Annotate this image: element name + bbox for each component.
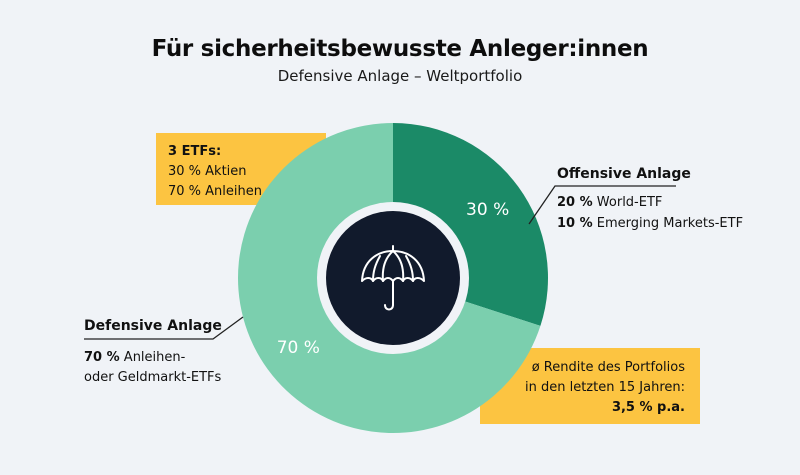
return-callout-text: ø Rendite des Portfolios in den letzten … bbox=[480, 358, 685, 418]
offensive-item-pct: 10 % bbox=[557, 216, 593, 231]
defensive-items: 70 % Anleihen- oder Geldmarkt-ETFs bbox=[84, 348, 221, 388]
defensive-item-pct: 70 % bbox=[84, 350, 120, 365]
offensive-leader-line bbox=[528, 185, 676, 225]
return-line-1: ø Rendite des Portfolios bbox=[531, 360, 685, 375]
etf-line-stocks: 30 % Aktien bbox=[168, 164, 247, 179]
chart-title: Für sicherheitsbewusste Anleger:innen bbox=[151, 36, 649, 62]
defensive-item-label-2: oder Geldmarkt-ETFs bbox=[84, 370, 222, 385]
offensive-item-label: World-ETF bbox=[596, 195, 663, 210]
offensive-item: 20 % World-ETF bbox=[557, 192, 743, 213]
offensive-item-pct: 20 % bbox=[557, 195, 593, 210]
slice-label-defensive: 70 % bbox=[277, 338, 320, 358]
return-value: 3,5 % p.a. bbox=[611, 400, 685, 415]
center-hub bbox=[326, 211, 460, 345]
defensive-title: Defensive Anlage bbox=[84, 318, 222, 334]
defensive-leader-line bbox=[84, 316, 244, 340]
chart-subtitle: Defensive Anlage – Weltportfolio bbox=[277, 67, 523, 85]
etf-heading: 3 ETFs: bbox=[168, 144, 222, 159]
offensive-items: 20 % World-ETF 10 % Emerging Markets-ETF bbox=[557, 192, 743, 234]
defensive-item-label: Anleihen- bbox=[123, 350, 186, 365]
offensive-item-label: Emerging Markets-ETF bbox=[596, 216, 744, 231]
etf-line-bonds: 70 % Anleihen bbox=[168, 184, 262, 199]
etf-callout-text: 3 ETFs: 30 % Aktien 70 % Anleihen bbox=[168, 142, 262, 202]
offensive-item: 10 % Emerging Markets-ETF bbox=[557, 213, 743, 234]
umbrella-icon bbox=[361, 245, 425, 311]
slice-label-offensive: 30 % bbox=[466, 200, 509, 220]
offensive-title: Offensive Anlage bbox=[557, 166, 691, 182]
return-line-2: in den letzten 15 Jahren: bbox=[525, 380, 685, 395]
defensive-item: 70 % Anleihen- bbox=[84, 348, 221, 368]
